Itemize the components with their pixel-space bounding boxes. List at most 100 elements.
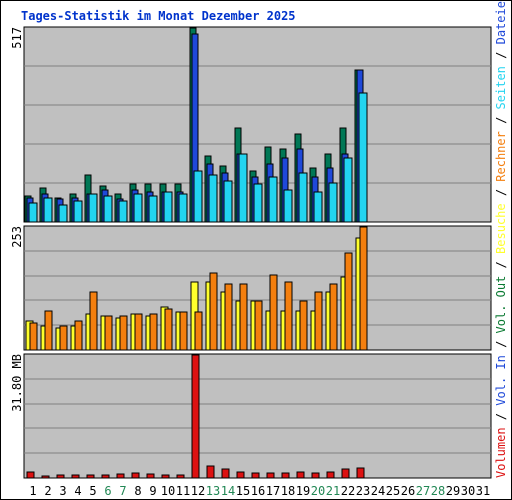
bar-rechner (284, 281, 293, 351)
bar-seiten (103, 195, 113, 223)
x-tick-label: 20 (311, 484, 325, 498)
x-tick-label: 24 (371, 484, 385, 498)
x-tick-label: 4 (74, 484, 81, 498)
legend-separator: / (494, 44, 508, 66)
bar-volumen (56, 474, 65, 479)
x-tick-label: 22 (341, 484, 355, 498)
bar-rechner (134, 313, 143, 351)
x-tick-label: 29 (446, 484, 460, 498)
x-tick-label: 21 (326, 484, 340, 498)
bar-volumen (311, 472, 320, 479)
bar-seiten (163, 191, 173, 223)
bar-rechner (59, 325, 68, 351)
bar-rechner (149, 313, 158, 351)
bar-seiten (268, 176, 278, 223)
bar-seiten (298, 172, 308, 223)
x-tick-label: 10 (161, 484, 175, 498)
bar-rechner (104, 315, 113, 351)
bar-rechner (74, 320, 83, 351)
bar-rechner (254, 300, 263, 351)
legend-item: Volumen (494, 427, 508, 478)
x-tick-label: 25 (386, 484, 400, 498)
bar-seiten (133, 193, 143, 223)
bar-volumen (236, 471, 245, 479)
bar-rechner (269, 274, 278, 351)
x-tick-label: 14 (221, 484, 235, 498)
bar-rechner (299, 300, 308, 351)
legend-item: Vol. In (494, 355, 508, 406)
x-tick-label: 30 (461, 484, 475, 498)
bar-seiten (118, 200, 128, 223)
x-tick-label: 3 (59, 484, 66, 498)
x-tick-label: 28 (431, 484, 445, 498)
bar-volumen (26, 471, 35, 479)
bar-rechner (44, 310, 53, 351)
requests-panel-ymax-label: 517 (10, 27, 24, 49)
bar-seiten (193, 170, 203, 223)
x-tick-label: 31 (476, 484, 490, 498)
bar-volumen (206, 465, 215, 479)
legend-separator: / (494, 182, 508, 204)
bar-volumen (131, 472, 140, 479)
bar-seiten (208, 174, 218, 223)
bar-rechner (239, 283, 248, 351)
bar-volumen (281, 472, 290, 479)
bar-seiten (238, 153, 248, 223)
bar-rechner (119, 315, 128, 351)
x-tick-label: 17 (266, 484, 280, 498)
x-tick-label: 12 (191, 484, 205, 498)
bar-volumen (221, 468, 230, 479)
bar-volumen (251, 472, 260, 479)
bar-rechner (359, 226, 368, 351)
bar-volumen (86, 474, 95, 479)
x-tick-label: 2 (44, 484, 51, 498)
chart-title: Tages-Statistik im Monat Dezember 2025 (21, 9, 296, 23)
bar-seiten (343, 157, 353, 223)
bar-volumen (71, 474, 80, 479)
x-tick-label: 11 (176, 484, 190, 498)
x-tick-label: 23 (356, 484, 370, 498)
bar-rechner (329, 283, 338, 351)
bar-rechner (29, 322, 38, 351)
legend: Volumen / Vol. In / Vol. Out / Besuche /… (494, 1, 508, 478)
legend-separator: / (494, 109, 508, 131)
x-tick-label: 1 (29, 484, 36, 498)
bar-volumen (176, 474, 185, 479)
bar-volumen (266, 472, 275, 479)
x-tick-label: 15 (236, 484, 250, 498)
x-tick-label: 13 (206, 484, 220, 498)
legend-item: Rechner (494, 131, 508, 182)
bar-seiten (43, 197, 53, 223)
bar-volumen (341, 468, 350, 479)
bar-rechner (89, 291, 98, 351)
bar-seiten (253, 183, 263, 223)
x-tick-label: 9 (149, 484, 156, 498)
volume-panel-ymax-label: 31.80 MB (10, 354, 24, 412)
bar-volumen (296, 471, 305, 479)
bar-seiten (223, 180, 233, 223)
legend-item: Vol. Out (494, 276, 508, 334)
bar-rechner (194, 311, 203, 351)
legend-separator: / (494, 254, 508, 276)
bar-volumen (326, 471, 335, 479)
bar-volumen (146, 473, 155, 479)
legend-item: Besuche (494, 203, 508, 254)
bar-volumen (191, 354, 200, 479)
legend-item: Seiten (494, 66, 508, 109)
bar-rechner (179, 311, 188, 351)
bar-seiten (178, 193, 188, 223)
bar-volumen (41, 475, 50, 479)
bar-seiten (88, 193, 98, 223)
bar-volumen (161, 474, 170, 479)
bar-rechner (314, 291, 323, 351)
x-tick-label: 8 (134, 484, 141, 498)
bar-seiten (58, 204, 68, 223)
bar-rechner (209, 272, 218, 351)
bar-rechner (224, 283, 233, 351)
x-tick-label: 26 (401, 484, 415, 498)
legend-separator: / (494, 333, 508, 355)
visits-panel-ymax-label: 253 (10, 226, 24, 248)
legend-separator: / (494, 406, 508, 428)
bar-seiten (73, 200, 83, 223)
